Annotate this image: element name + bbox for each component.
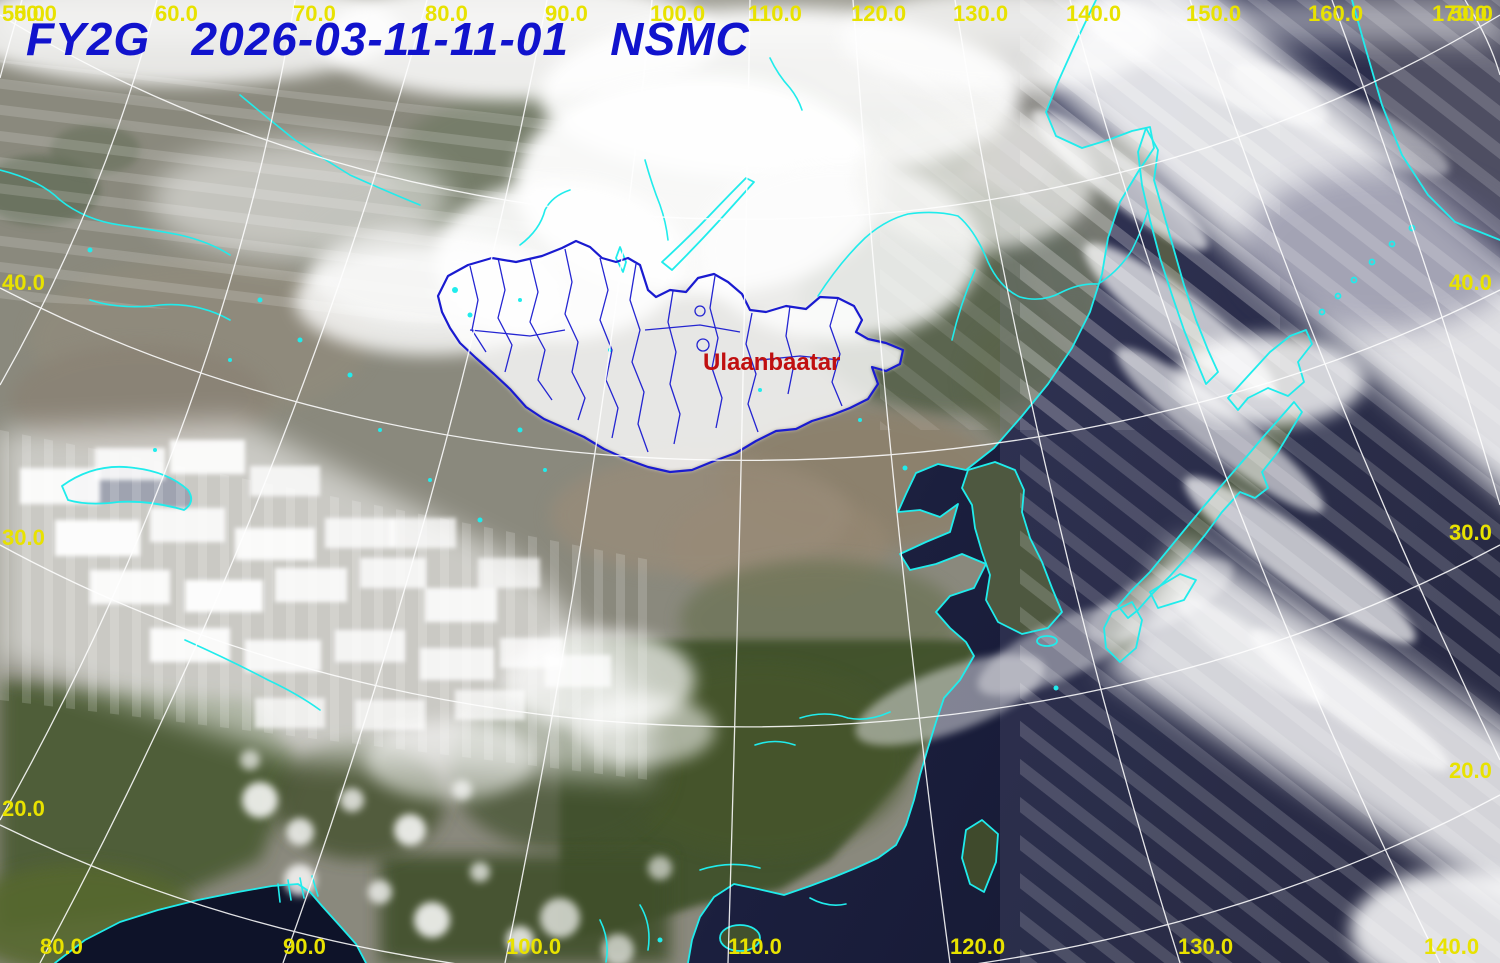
lon-label-top-120: 120.0 — [851, 1, 907, 26]
parallel-50n — [0, 14, 1500, 220]
hainan-land — [720, 925, 760, 951]
meridian-90e — [282, 0, 548, 963]
rivers — [0, 57, 1149, 963]
parallel-20n — [0, 794, 1500, 963]
hokkaido-coastline — [1227, 329, 1313, 411]
lon-label-top-110: 110.0 — [748, 1, 802, 26]
meridian-70e — [0, 0, 296, 821]
shikoku-coastline — [1149, 573, 1197, 609]
taiwan-coastline — [961, 819, 999, 893]
kuril-islands — [1318, 224, 1416, 316]
lon-label-bottom-120: 120.0 — [950, 934, 1006, 959]
corner-label-top-left-a: 50.0 — [2, 1, 45, 26]
lon-label-bottom-80: 80.0 — [40, 934, 83, 959]
amur-river — [817, 209, 1149, 300]
image-title: FY2G 2026-03-11-11-01 NSMC — [26, 12, 750, 66]
city-label-ulaanbaatar: Ulaanbaatar — [703, 349, 841, 376]
lat-label-left-20: 20.0 — [2, 796, 45, 821]
lon-label-bottom-140: 140.0 — [1424, 934, 1480, 959]
meridian-170e — [1464, 0, 1500, 76]
lon-label-top-100: 100.0 — [650, 1, 706, 26]
taiwan-land — [962, 820, 998, 892]
meridian-120e — [852, 0, 951, 963]
meridian-160e — [1331, 0, 1500, 506]
lon-label-top-160: 160.0 — [1308, 1, 1364, 26]
title-agency: NSMC — [610, 13, 750, 65]
jeju-coastline — [1036, 635, 1058, 647]
meridian-150e — [1189, 0, 1500, 761]
lat-label-left-30: 30.0 — [2, 525, 45, 550]
parallel-40n — [0, 287, 1500, 461]
corner-label-top-left-b: 50.0 — [14, 1, 57, 26]
mongolia-province-borders — [469, 248, 843, 453]
title-gap1 — [150, 13, 191, 65]
lat-label-right-40: 40.0 — [1449, 270, 1492, 295]
bengal-coastline — [54, 883, 367, 963]
corner-label-top-right-a: 170.0 — [1432, 1, 1488, 26]
mainland-coastline — [687, 0, 1155, 963]
lake-balkhash-outline — [61, 465, 193, 511]
hainan-coastline — [719, 924, 761, 952]
meridian-80e — [39, 0, 428, 963]
japan-coastline — [1117, 401, 1303, 619]
sakhalin-coastline — [1137, 127, 1219, 385]
lon-label-top-90: 90.0 — [545, 1, 588, 26]
lon-label-bottom-110: 110.0 — [728, 934, 782, 959]
lon-label-top-60: 60.0 — [155, 1, 198, 26]
korea-coastline — [961, 461, 1063, 635]
lake-baikal-outline — [661, 177, 755, 271]
lon-label-top-130: 130.0 — [953, 1, 1009, 26]
bay-of-bengal — [55, 884, 366, 963]
lat-label-right-20: 20.0 — [1449, 758, 1492, 783]
mongolia-borders — [436, 239, 905, 474]
lake-khovsgol-outline — [615, 246, 627, 273]
meridian-60e — [0, 0, 158, 386]
meridian-130e — [954, 0, 1181, 963]
lon-label-top-80: 80.0 — [425, 1, 468, 26]
kyushu-coastline — [1103, 601, 1143, 663]
title-datetime: 2026-03-11-11-01 — [191, 13, 569, 65]
lon-label-bottom-90: 90.0 — [283, 934, 326, 959]
meridian-50e — [0, 0, 23, 79]
meridian-110e — [727, 0, 751, 963]
title-gap2 — [569, 13, 610, 65]
meridian-140e — [1069, 0, 1441, 963]
meridian-100e — [504, 0, 653, 963]
lon-label-bottom-100: 100.0 — [506, 934, 562, 959]
kamchatka-coastline — [1351, 0, 1500, 241]
lon-label-top-150: 150.0 — [1186, 1, 1242, 26]
lat-label-left-40: 40.0 — [2, 270, 45, 295]
mongolia-national-border — [436, 239, 905, 474]
lon-label-bottom-130: 130.0 — [1178, 934, 1234, 959]
lat-label-right-30: 30.0 — [1449, 520, 1492, 545]
lon-label-top-70: 70.0 — [293, 1, 336, 26]
lon-label-top-140: 140.0 — [1066, 1, 1122, 26]
parallel-30n — [0, 544, 1500, 728]
small-lakes — [87, 247, 1059, 943]
corner-label-top-right-b: 50.0 — [1450, 1, 1493, 26]
title-satellite: FY2G — [26, 13, 151, 65]
